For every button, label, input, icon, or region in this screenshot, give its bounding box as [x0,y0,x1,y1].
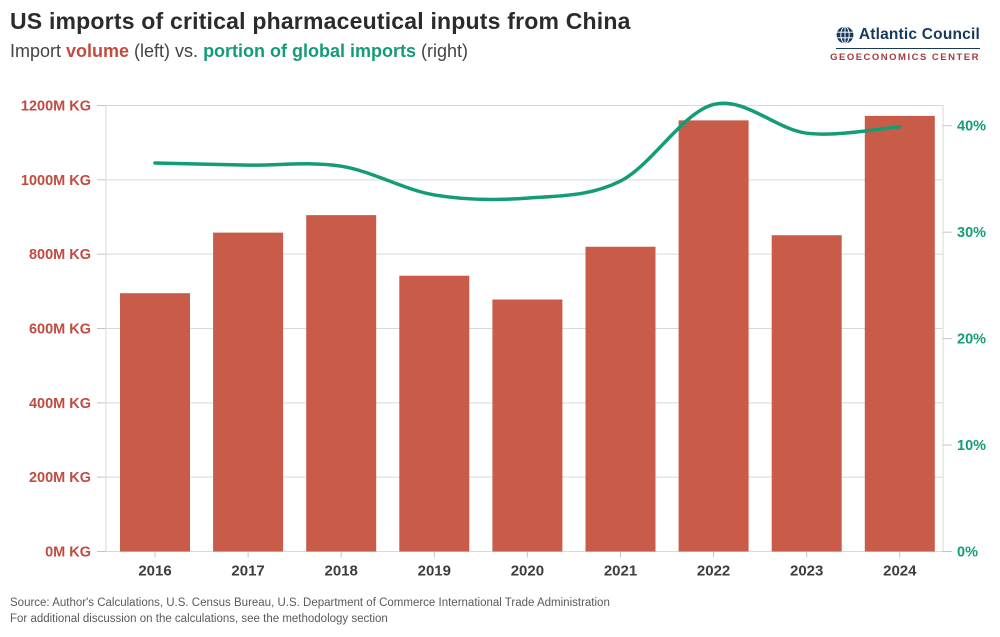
bar-2022 [678,120,749,552]
bar-2021 [585,246,656,552]
right-axis-label: 20% [957,332,986,348]
left-axis-label: 1200M KG [21,99,91,115]
subtitle-middle: (left) vs. [129,41,204,61]
subtitle-prefix: Import [10,41,67,61]
chart-title: US imports of critical pharmaceutical in… [10,8,631,34]
x-axis-label-2021: 2021 [604,563,637,580]
left-axis-label: 200M KG [29,470,91,486]
left-axis-label: 800M KG [29,247,91,263]
left-axis-label: 600M KG [29,322,91,338]
right-axis-label: 40% [957,119,986,135]
left-axis-label: 400M KG [29,396,91,412]
bar-2017 [213,232,284,552]
x-axis-label-2024: 2024 [883,563,917,580]
bar-2023 [771,235,842,552]
logo-wordmark-row: Atlantic Council [835,26,980,49]
x-axis-label-2020: 2020 [511,563,544,580]
atlantic-council-logo: Atlantic Council GEOECONOMICS CENTER [830,26,980,63]
right-axis-label: 30% [957,225,986,241]
bar-2020 [492,299,563,552]
logo-org-name: Atlantic Council [858,26,980,43]
logo-center-name: GEOECONOMICS CENTER [830,52,980,63]
bar-2018 [306,215,377,552]
x-axis-label-2019: 2019 [418,563,451,580]
x-axis-label-2016: 2016 [138,563,171,580]
legend-portion-label: portion of global imports [203,41,417,61]
source-note: Source: Author's Calculations, U.S. Cens… [10,596,610,627]
bar-2024 [864,115,935,552]
header: US imports of critical pharmaceutical in… [10,8,631,62]
x-axis-label-2022: 2022 [697,563,730,580]
subtitle-suffix: (right) [416,41,469,61]
right-axis-label: 10% [957,438,986,454]
right-axis-label: 0% [957,545,978,561]
globe-icon [836,26,854,44]
bar-2016 [120,293,190,552]
x-axis-label-2017: 2017 [231,563,264,580]
x-axis-label-2018: 2018 [325,563,358,580]
chart-subtitle: Import volume (left) vs. portion of glob… [10,41,631,62]
portion-line [153,101,902,202]
bar-2019 [399,275,470,552]
source-line-1: Source: Author's Calculations, U.S. Cens… [10,597,610,609]
legend-volume-label: volume [66,41,130,61]
x-axis-label-2023: 2023 [790,563,823,580]
left-axis-label: 0M KG [45,545,91,561]
source-line-2: For additional discussion on the calcula… [10,612,388,625]
left-axis-label: 1000M KG [21,173,91,189]
